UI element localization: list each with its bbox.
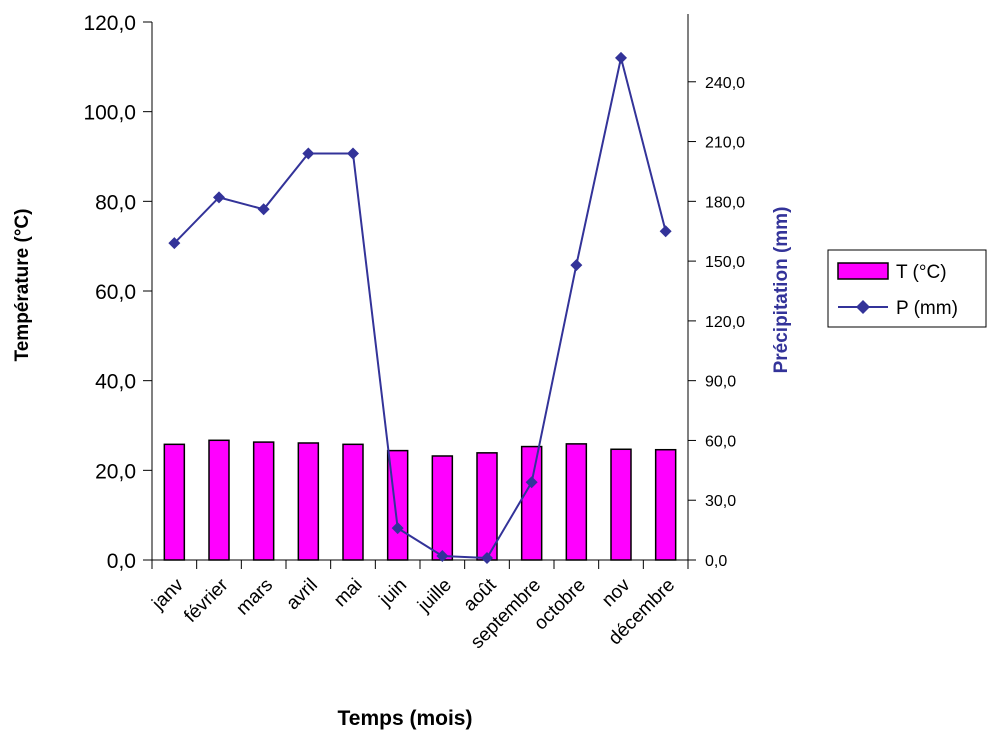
left-tick-label: 120,0 — [83, 12, 136, 35]
x-tick-label: nov — [598, 574, 635, 611]
precipitation-polyline — [173, 57, 667, 560]
right-tick-label: 210,0 — [705, 135, 745, 152]
precipitation-marker — [302, 147, 315, 160]
x-tick-label: juille — [413, 575, 455, 617]
right-tick-label: 90,0 — [705, 374, 736, 391]
precipitation-marker — [391, 522, 404, 535]
temperature-bar — [342, 443, 364, 561]
temperature-bar — [476, 452, 498, 561]
right-tick-label: 60,0 — [705, 433, 736, 450]
right-axis-title: Précipitation (mm) — [771, 207, 792, 374]
legend-label-temperature: T (°C) — [896, 262, 947, 283]
left-tick-label: 20,0 — [95, 460, 136, 483]
precipitation-marker — [347, 147, 359, 160]
x-tick-label: juin — [375, 575, 411, 611]
legend: T (°C) P (mm) — [827, 249, 987, 328]
precipitation-marker — [659, 225, 672, 238]
right-tick-label: 0,0 — [705, 553, 727, 570]
temperature-bar — [520, 445, 543, 561]
left-tick-label: 80,0 — [95, 191, 136, 214]
temperature-bar — [297, 442, 320, 561]
precipitation-marker — [257, 203, 270, 216]
right-tick-label: 150,0 — [705, 254, 745, 271]
axis-labels: Temps (mois) Température (°C) Précipitat… — [12, 207, 792, 730]
temperature-bar — [252, 441, 275, 561]
temperature-bar — [163, 443, 186, 561]
legend-bar-swatch — [837, 262, 889, 280]
left-axis-title: Température (°C) — [12, 209, 33, 362]
precipitation-marker — [570, 259, 583, 272]
temperature-bar — [565, 443, 588, 561]
legend-diamond-marker — [856, 300, 870, 314]
x-tick-label: avril — [282, 575, 321, 614]
x-axis-title: Temps (mois) — [338, 707, 473, 730]
precipitation-marker — [168, 237, 181, 250]
precipitation-marker — [213, 191, 225, 204]
temperature-bar — [610, 448, 632, 561]
x-tick-label: mai — [330, 575, 367, 612]
right-tick-label: 180,0 — [705, 194, 745, 211]
temperature-bar — [654, 448, 677, 561]
legend-label-precipitation: P (mm) — [896, 298, 958, 319]
precipitation-marker — [436, 550, 449, 563]
x-tick-label: février — [180, 574, 233, 627]
right-tick-label: 240,0 — [705, 75, 745, 92]
x-tick-label: janv — [148, 574, 189, 615]
right-tick-label: 120,0 — [705, 314, 745, 331]
temperature-bars — [163, 439, 677, 561]
left-tick-label: 0,0 — [107, 550, 136, 573]
precipitation-marker — [481, 552, 493, 565]
precipitation-marker — [615, 51, 627, 64]
temperature-bar — [208, 439, 230, 561]
x-tick-label: mars — [232, 575, 277, 620]
temperature-bar — [431, 455, 454, 561]
left-tick-label: 100,0 — [83, 102, 136, 125]
left-tick-label: 60,0 — [95, 281, 136, 304]
precipitation-line — [168, 51, 672, 565]
left-tick-label: 40,0 — [95, 371, 136, 394]
precipitation-marker — [525, 476, 538, 489]
right-tick-label: 30,0 — [705, 493, 736, 510]
